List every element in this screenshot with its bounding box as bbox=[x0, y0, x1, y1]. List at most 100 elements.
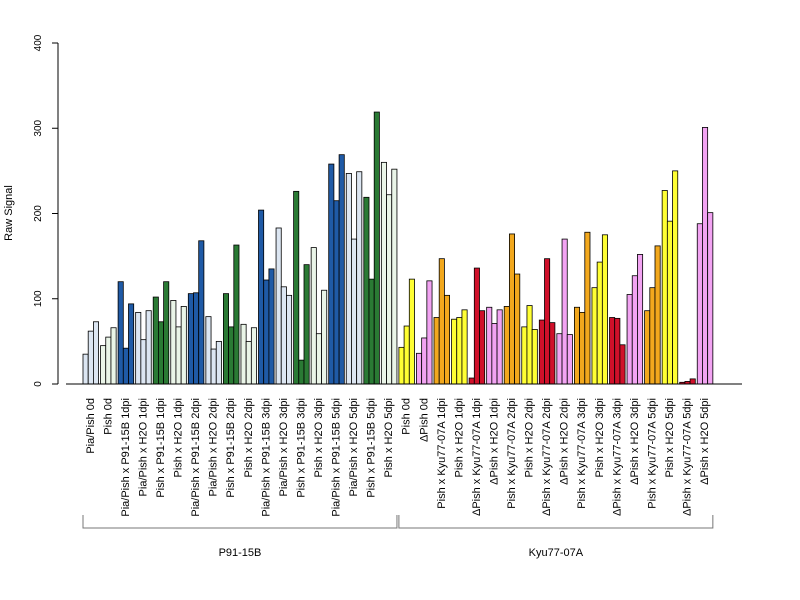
bar bbox=[468, 377, 475, 385]
bar bbox=[503, 306, 510, 385]
bar bbox=[391, 168, 398, 385]
x-tick-label: Pia/Pish x P91-15B 1dpi bbox=[120, 398, 132, 517]
bar bbox=[373, 111, 380, 385]
bar bbox=[707, 212, 714, 385]
bar bbox=[433, 317, 440, 385]
x-tick-label: Pia/Pish x H2O 1dpi bbox=[137, 398, 149, 496]
bar bbox=[140, 339, 147, 385]
x-tick-label: ΔPish x H2O 2dpi bbox=[559, 398, 571, 485]
x-tick-label: Pish x H2O 5dpi bbox=[383, 398, 395, 477]
bar bbox=[163, 281, 170, 385]
bar bbox=[637, 254, 644, 385]
bar bbox=[303, 264, 310, 385]
bar bbox=[514, 273, 521, 385]
bar bbox=[456, 317, 463, 385]
bar bbox=[128, 303, 135, 385]
bar bbox=[601, 234, 608, 385]
y-tick-label: 100 bbox=[33, 290, 44, 307]
x-tick-label: Pish x H2O 2dpi bbox=[524, 398, 536, 477]
x-tick-label: Pia/Pish x H2O 2dpi bbox=[208, 398, 220, 496]
bar bbox=[293, 190, 300, 385]
bar bbox=[145, 310, 152, 385]
x-tick-label: Pish x H2O 3dpi bbox=[313, 398, 325, 477]
bar bbox=[549, 322, 556, 385]
x-tick-label: Pia/Pish 0d bbox=[85, 398, 97, 454]
bar bbox=[110, 327, 117, 385]
bar bbox=[473, 267, 480, 385]
bar bbox=[268, 268, 275, 385]
bar bbox=[403, 325, 410, 385]
bar bbox=[574, 306, 581, 385]
x-tick-label: Pish x Kyu77-07A 1dpi bbox=[436, 398, 448, 509]
bar bbox=[280, 286, 287, 385]
bar bbox=[451, 318, 458, 385]
bar bbox=[215, 340, 222, 385]
bar bbox=[135, 311, 142, 385]
x-tick-label: Pish x Kyu77-07A 3dpi bbox=[576, 398, 588, 509]
x-tick-label: Pia/Pish x P91-15B 3dpi bbox=[260, 398, 272, 517]
group-brackets: P91-15B Kyu77-07A bbox=[82, 515, 714, 559]
bar bbox=[193, 292, 200, 385]
x-tick-label: Pia/Pish x H2O 5dpi bbox=[348, 398, 360, 496]
bar bbox=[579, 311, 586, 385]
bar bbox=[619, 344, 626, 385]
bar bbox=[228, 326, 235, 385]
bracket-label: P91-15B bbox=[219, 547, 262, 559]
bar bbox=[531, 329, 538, 385]
bar bbox=[689, 378, 696, 385]
bar bbox=[245, 340, 252, 385]
x-tick-label: ΔPish x H2O 5dpi bbox=[699, 398, 711, 485]
bar bbox=[356, 171, 363, 385]
bar bbox=[275, 227, 282, 385]
x-tick-label: Pish x H2O 3dpi bbox=[594, 398, 606, 477]
x-tick-label: Pish x P91-15B 2dpi bbox=[225, 398, 237, 498]
bar bbox=[258, 209, 265, 385]
bar bbox=[544, 258, 551, 385]
y-tick-label: 0 bbox=[33, 381, 44, 387]
y-tick-label: 300 bbox=[33, 119, 44, 136]
bar bbox=[363, 196, 370, 385]
x-tick-label: Pish x P91-15B 1dpi bbox=[155, 398, 167, 498]
bar bbox=[654, 245, 661, 385]
x-tick-label: ΔPish x H2O 3dpi bbox=[629, 398, 641, 485]
x-tick-label: Pish 0d bbox=[401, 398, 413, 435]
bar bbox=[672, 170, 679, 385]
bar bbox=[210, 348, 217, 385]
x-tick-label: ΔPish x Kyu77-07A 1dpi bbox=[471, 398, 483, 516]
bar bbox=[240, 323, 247, 385]
bar bbox=[491, 323, 498, 385]
bar bbox=[556, 333, 563, 385]
bars-layer bbox=[82, 111, 714, 385]
bar bbox=[538, 319, 545, 385]
x-tick-label: ΔPish x Kyu77-07A 5dpi bbox=[682, 398, 694, 516]
x-tick-label: ΔPish x Kyu77-07A 3dpi bbox=[611, 398, 623, 516]
bar bbox=[486, 306, 493, 385]
bar bbox=[205, 316, 212, 385]
bar bbox=[702, 127, 709, 385]
x-tick-label: Pish x P91-15B 5dpi bbox=[366, 398, 378, 498]
bar bbox=[696, 223, 703, 385]
bar bbox=[187, 293, 194, 385]
bar bbox=[631, 275, 638, 385]
bar bbox=[222, 293, 229, 385]
bar bbox=[644, 310, 651, 385]
bar bbox=[421, 337, 428, 385]
bar bbox=[298, 359, 305, 385]
y-tick-label: 200 bbox=[33, 205, 44, 222]
bar bbox=[386, 194, 393, 385]
bar bbox=[426, 280, 433, 385]
bar bbox=[233, 244, 240, 385]
bar bbox=[661, 190, 668, 385]
x-tick-label: Pish x H2O 1dpi bbox=[173, 398, 185, 477]
bar bbox=[649, 287, 656, 385]
bar bbox=[82, 353, 89, 385]
bar bbox=[521, 326, 528, 385]
x-tick-label: Pish 0d bbox=[102, 398, 114, 435]
bar bbox=[263, 279, 270, 385]
bar bbox=[351, 238, 358, 385]
bar bbox=[591, 287, 598, 385]
bar bbox=[345, 173, 352, 385]
bar bbox=[496, 309, 503, 385]
x-tick-label: Pish x P91-15B 3dpi bbox=[295, 398, 307, 498]
